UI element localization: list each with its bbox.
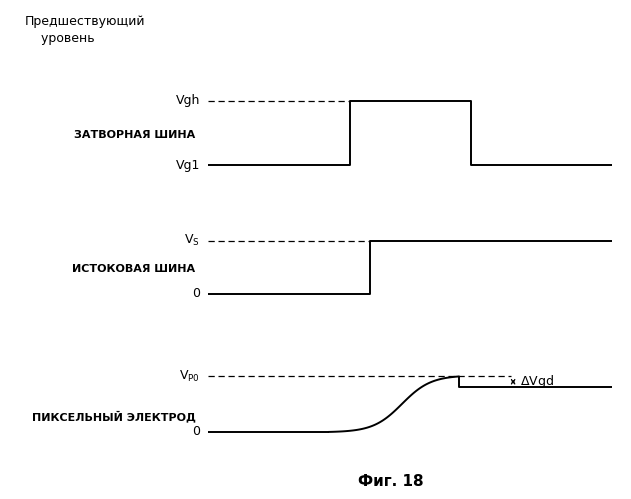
Text: ПИКСЕЛЬНЫЙ ЭЛЕКТРОД: ПИКСЕЛЬНЫЙ ЭЛЕКТРОД [32, 410, 196, 422]
Text: $\mathrm{V_{P0}}$: $\mathrm{V_{P0}}$ [179, 369, 200, 384]
Text: ИСТОКОВАЯ ШИНА: ИСТОКОВАЯ ШИНА [73, 264, 196, 274]
Text: ЗАТВОРНАЯ ШИНА: ЗАТВОРНАЯ ШИНА [74, 130, 196, 140]
Text: Vgh: Vgh [176, 94, 200, 107]
Text: 0: 0 [192, 287, 200, 300]
Text: Vg1: Vg1 [176, 159, 200, 172]
Text: Предшествующий
    уровень: Предшествующий уровень [25, 15, 146, 45]
Text: $\mathrm{V_S}$: $\mathrm{V_S}$ [184, 233, 200, 248]
Text: 0: 0 [192, 426, 200, 439]
Text: $\Delta$Vgd: $\Delta$Vgd [521, 373, 554, 390]
Text: Фиг. 18: Фиг. 18 [358, 474, 424, 489]
